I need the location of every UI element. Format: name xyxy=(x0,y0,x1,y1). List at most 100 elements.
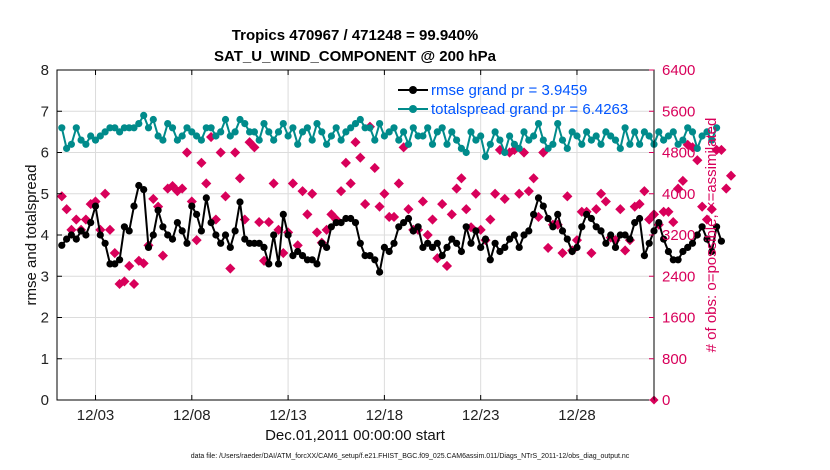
rmse-point xyxy=(534,194,543,202)
totalspread-point xyxy=(573,132,581,140)
rmse-point xyxy=(274,260,283,268)
rmse-point xyxy=(371,256,379,264)
totalspread-point xyxy=(385,128,393,136)
rmse-point xyxy=(684,243,692,251)
obs-assimilated-point xyxy=(634,198,645,210)
rmse-point xyxy=(433,239,441,247)
obs-assimilated-point xyxy=(374,201,385,212)
y-axis-left: 0 1 2 3 4 5 6 7 8 xyxy=(41,62,62,409)
y-right-tick-label: 0 xyxy=(662,392,670,409)
obs-assimilated-point xyxy=(287,178,298,189)
totalspread-point xyxy=(303,124,311,132)
totalspread-point xyxy=(457,144,465,152)
obs-assimilated-point xyxy=(725,170,737,181)
totalspread-point xyxy=(645,132,653,140)
rmse-point xyxy=(168,235,177,243)
totalspread-point xyxy=(703,128,711,136)
totalspread-point xyxy=(91,136,100,144)
totalspread-point xyxy=(525,136,533,144)
totalspread-point xyxy=(698,132,706,140)
rmse-point xyxy=(212,231,220,239)
rmse-point xyxy=(395,223,403,231)
obs-assimilated-point xyxy=(201,178,212,189)
totalspread-point xyxy=(428,140,437,148)
rmse-point xyxy=(611,243,620,251)
y-tick-label: 1 xyxy=(41,351,49,368)
rmse-point xyxy=(125,227,133,235)
rmse-point xyxy=(318,239,326,247)
rmse-point xyxy=(183,239,191,247)
totalspread-point xyxy=(491,128,499,136)
totalspread-point xyxy=(111,124,119,132)
y-tick-label: 3 xyxy=(41,268,49,285)
rmse-point xyxy=(67,231,75,239)
rmse-point xyxy=(640,252,649,260)
rmse-point xyxy=(424,239,432,247)
obs-assimilated-point xyxy=(490,188,501,199)
rmse-point xyxy=(713,223,721,231)
totalspread-point xyxy=(63,144,71,152)
totalspread-point xyxy=(664,132,673,140)
rmse-point xyxy=(308,256,316,264)
rmse-point xyxy=(414,223,422,231)
rmse-point xyxy=(491,239,499,247)
rmse-point xyxy=(674,256,682,264)
totalspread-point xyxy=(409,124,417,132)
totalspread-point xyxy=(640,128,649,136)
y-right-tick-label: 3200 xyxy=(662,227,695,244)
obs-assimilated-point xyxy=(639,186,650,197)
obs-assimilated-point xyxy=(345,178,356,189)
rmse-point xyxy=(717,237,726,245)
totalspread-point xyxy=(448,128,456,136)
totalspread-point xyxy=(207,124,215,132)
totalspread-point xyxy=(356,115,364,124)
obs-assimilated-point xyxy=(543,242,554,253)
totalspread-point xyxy=(284,132,292,140)
rmse-point xyxy=(294,247,302,256)
obs-assimilated-point xyxy=(721,183,732,194)
obs-assimilated-point xyxy=(446,209,457,220)
rmse-point xyxy=(708,247,716,256)
totalspread-point xyxy=(404,140,413,148)
rmse-point xyxy=(87,219,95,227)
rmse-point xyxy=(443,243,451,251)
rmse-point xyxy=(530,210,538,218)
totalspread-point xyxy=(178,132,186,140)
rmse-point xyxy=(231,227,239,235)
rmse-point xyxy=(58,241,66,249)
totalspread-point xyxy=(693,144,701,152)
rmse-point xyxy=(327,223,335,231)
y-right-tick-label: 5600 xyxy=(662,103,695,120)
totalspread-point xyxy=(116,128,124,136)
totalspread-point xyxy=(260,120,268,128)
totalspread-point xyxy=(154,132,162,140)
y-right-tick-label: 4000 xyxy=(662,186,695,203)
totalspread-point xyxy=(149,115,157,124)
rmse-point xyxy=(111,260,119,268)
legend-spread-label: totalspread grand pr = 6.4263 xyxy=(431,101,628,118)
obs-assimilated-point xyxy=(340,157,351,168)
obs-assimilated-point xyxy=(403,204,414,215)
obs-assimilated-point xyxy=(485,214,496,225)
totalspread-point xyxy=(592,132,600,140)
totalspread-point xyxy=(597,140,605,148)
obs-assimilated-point xyxy=(393,178,404,189)
totalspread-point xyxy=(453,136,461,144)
obs-assimilated-point xyxy=(562,191,573,202)
obs-assimilated-point xyxy=(499,193,510,204)
totalspread-point xyxy=(621,124,629,132)
rmse-point xyxy=(587,214,596,223)
totalspread-point xyxy=(58,124,66,132)
obs-assimilated-point xyxy=(379,188,390,199)
obs-assimilated-point xyxy=(437,198,448,210)
obs-assimilated-point xyxy=(388,211,400,223)
rmse-point xyxy=(116,256,124,264)
totalspread-point xyxy=(631,128,639,136)
rmse-point xyxy=(400,219,408,227)
rmse-point xyxy=(154,206,162,214)
obs-assimilated-point xyxy=(104,224,116,235)
rmse-point xyxy=(217,239,225,247)
y-right-tick-label: 800 xyxy=(662,351,687,368)
rmse-point xyxy=(568,247,576,256)
totalspread-point xyxy=(197,136,205,144)
